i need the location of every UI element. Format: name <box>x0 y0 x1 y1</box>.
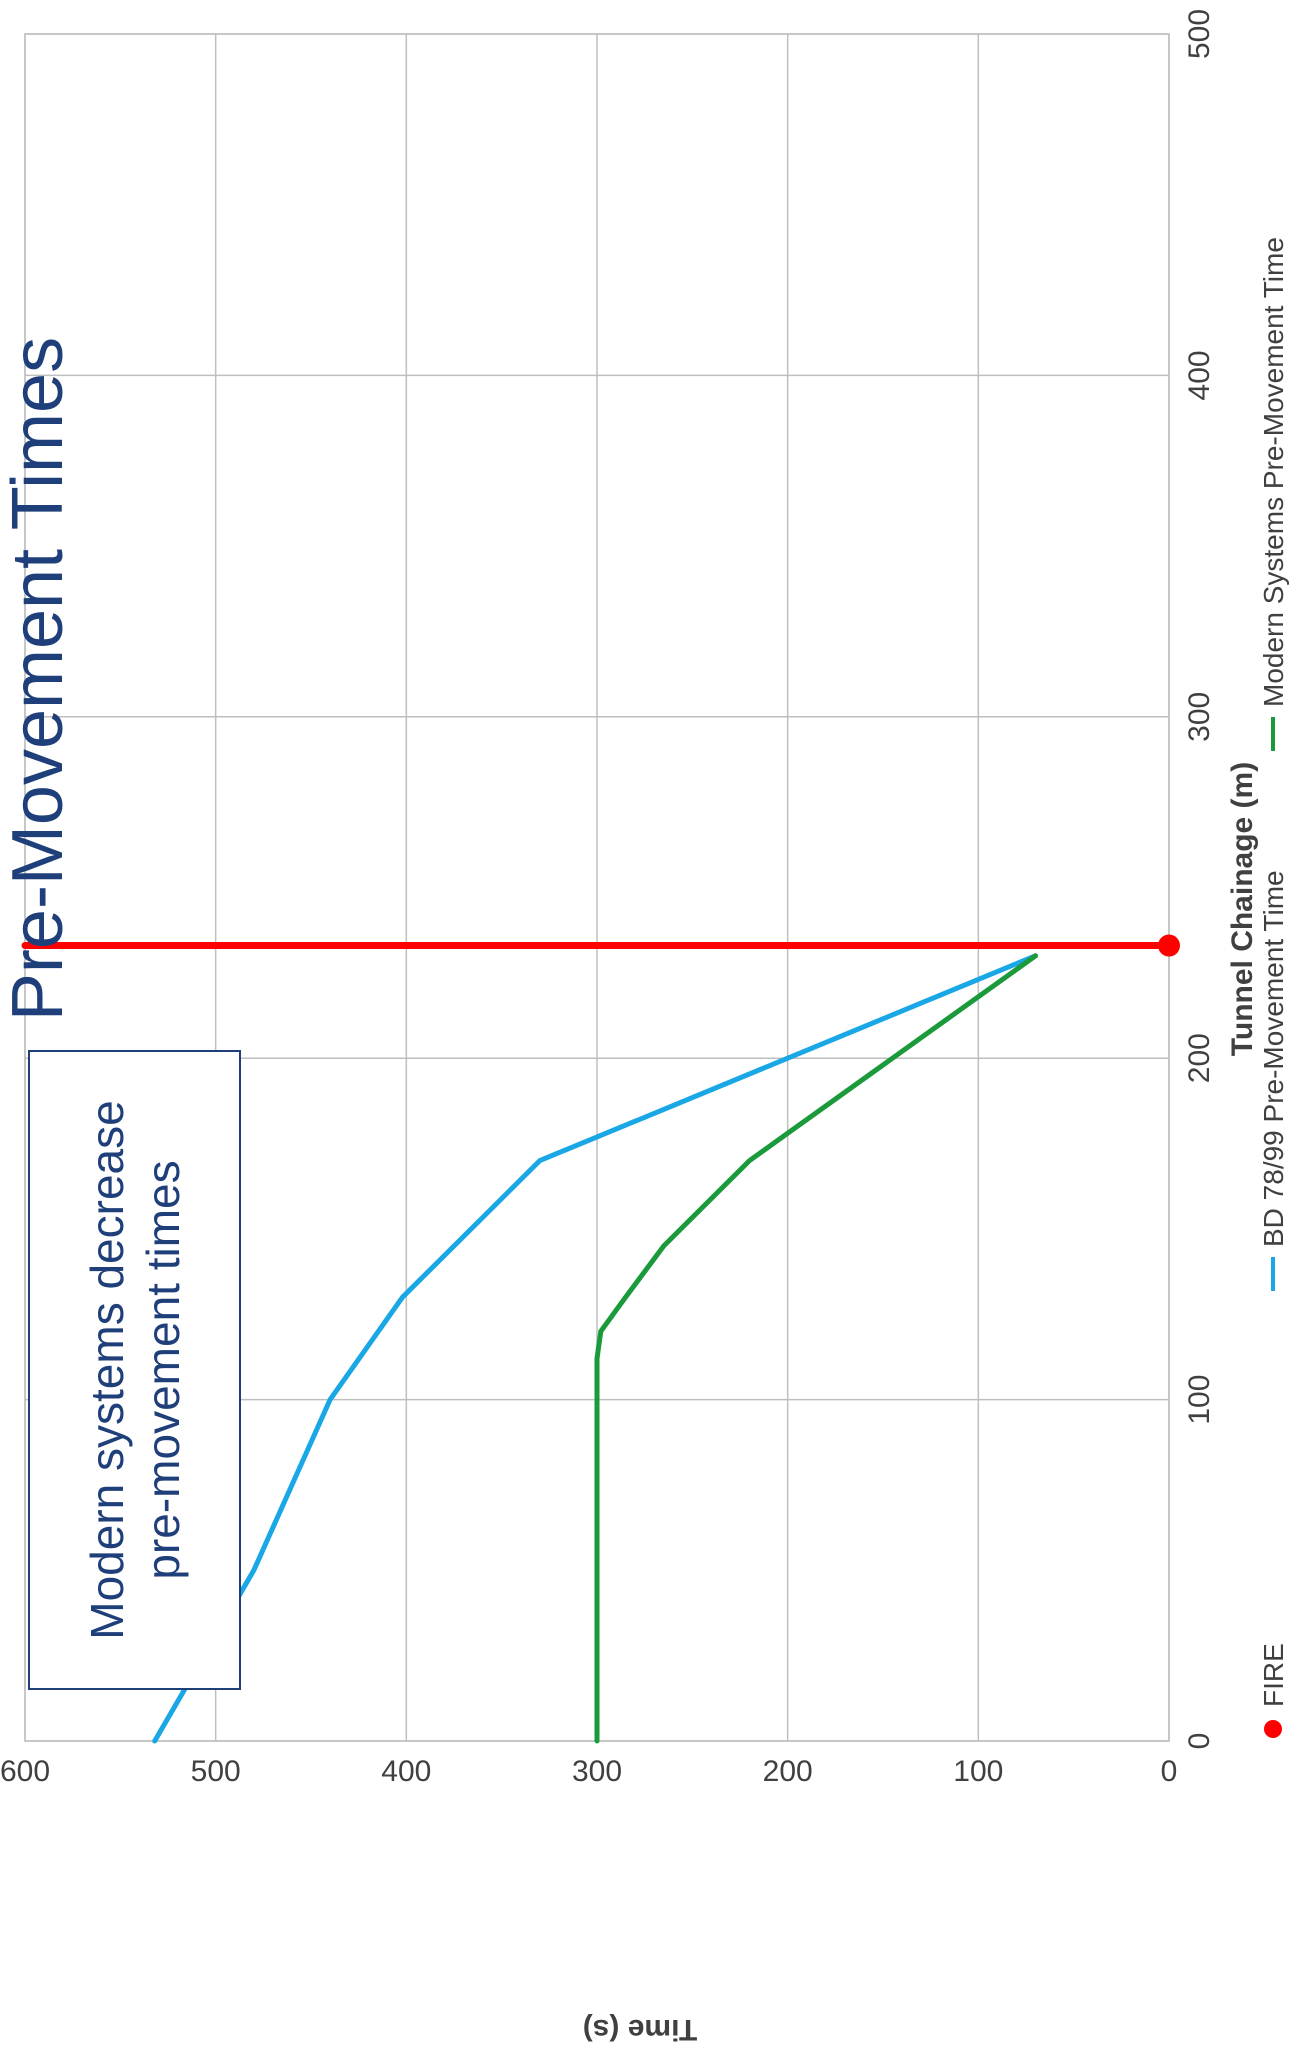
x-tick-label: 0 <box>1183 1733 1216 1750</box>
series-line-bd-78-99 <box>152 953 1038 1744</box>
chart-title: Pre-Movement Times <box>0 337 78 1021</box>
legend-fire-marker <box>1264 1720 1282 1738</box>
series-layer <box>21 934 1180 1744</box>
y-tick-label: 100 <box>953 1755 1003 1788</box>
fire-marker <box>1158 934 1180 957</box>
y-tick-label: 200 <box>763 1755 813 1788</box>
legend-item-modern-systems: Modern Systems Pre-Movement Time <box>1258 237 1289 707</box>
y-tick-label: 600 <box>0 1755 50 1788</box>
x-tick-label: 500 <box>1183 9 1216 59</box>
y-tick-label: 300 <box>572 1755 622 1788</box>
x-tick-label: 100 <box>1183 1375 1216 1425</box>
legend-item-fire: FIRE <box>1258 1643 1289 1707</box>
y-tick-label: 0 <box>1161 1755 1178 1788</box>
annotation-callout: Modern systems decrease pre-movement tim… <box>28 1050 241 1690</box>
series-line-modern-systems <box>594 953 1038 1744</box>
x-tick-label: 300 <box>1183 692 1216 742</box>
x-tick-label: 400 <box>1183 350 1216 400</box>
x-tick-label: 200 <box>1183 1033 1216 1083</box>
y-tick-label: 500 <box>191 1755 241 1788</box>
axis-layer: 0 100 200 300 400 500 0 100 200 300 400 500 600 <box>0 9 1216 1788</box>
y-tick-label: 400 <box>381 1755 431 1788</box>
legend-item-bd-78-99: BD 78/99 Pre-Movement Time <box>1258 870 1289 1247</box>
y-axis-label: Time (s) <box>583 2013 697 2046</box>
legend: FIRE BD 78/99 Pre-Movement Time Modern Sys… <box>1258 237 1289 1738</box>
annotation-text: Modern systems decrease pre-movement tim… <box>80 1100 189 1640</box>
x-axis-label: Tunnel Chainage (m) <box>1226 762 1259 1056</box>
